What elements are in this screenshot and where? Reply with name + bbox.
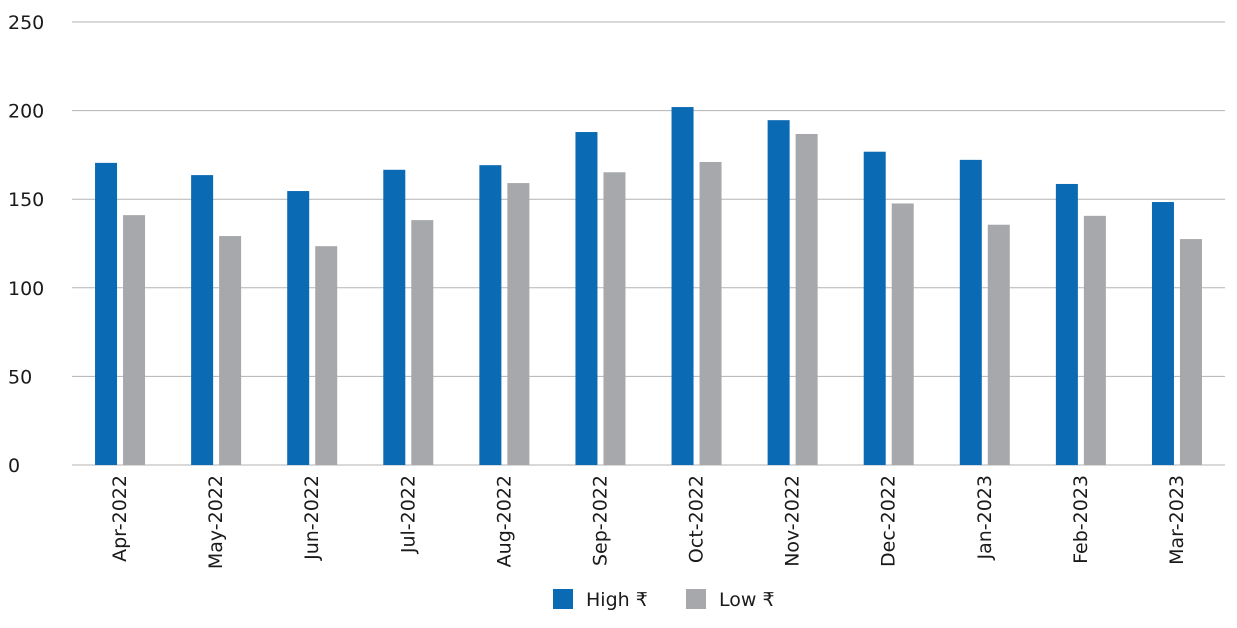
bar-high: [383, 169, 406, 466]
bar-high: [479, 165, 502, 465]
x-tick-label: May-2022: [205, 475, 227, 569]
bar-low: [1083, 215, 1106, 465]
bar-high: [191, 175, 214, 465]
y-tick-label: 150: [8, 189, 44, 211]
bars: [95, 107, 1202, 466]
bar-low: [987, 224, 1010, 465]
bar-low: [507, 183, 530, 465]
y-tick-label: 50: [8, 366, 32, 388]
bar-low: [699, 161, 722, 465]
y-tick-label: 200: [8, 101, 44, 123]
legend-label-high: High ₹: [586, 589, 648, 611]
bar-high: [959, 159, 982, 465]
legend-swatch-low: [686, 589, 706, 609]
y-axis-ticks: 0 50 100 150 200 250: [8, 12, 44, 477]
bar-low: [891, 203, 914, 465]
bar-high: [767, 120, 790, 466]
bar-high: [287, 191, 310, 465]
y-tick-label: 100: [8, 278, 44, 300]
x-tick-label: Feb-2023: [1070, 475, 1092, 564]
x-tick-label: Jun-2022: [301, 475, 323, 561]
bar-high: [575, 132, 598, 465]
x-tick-label: Sep-2022: [589, 475, 611, 566]
bar-high: [1151, 202, 1174, 465]
bar-high: [95, 162, 118, 465]
bar-low: [219, 236, 242, 465]
y-tick-label: 0: [8, 455, 20, 477]
legend-label-low: Low ₹: [719, 589, 775, 611]
bar-low: [315, 246, 338, 465]
x-tick-label: Aug-2022: [493, 475, 515, 567]
y-tick-label: 250: [8, 12, 44, 34]
x-tick-label: Nov-2022: [782, 475, 804, 567]
x-tick-label: Jan-2023: [974, 475, 996, 561]
x-axis-ticks: Apr-2022 May-2022 Jun-2022 Jul-2022 Aug-2022…: [109, 475, 1188, 569]
bar-low: [795, 133, 818, 465]
x-tick-label: Apr-2022: [109, 475, 131, 562]
x-tick-label: Dec-2022: [878, 475, 900, 567]
bar-low: [603, 172, 626, 465]
x-tick-label: Mar-2023: [1166, 475, 1188, 565]
bar-low: [411, 220, 434, 465]
legend: High ₹ Low ₹: [553, 589, 775, 611]
legend-swatch-high: [553, 589, 573, 609]
x-tick-label: Oct-2022: [686, 475, 708, 563]
bar-high: [1055, 183, 1078, 465]
bar-high: [863, 151, 886, 466]
bar-low: [1179, 239, 1202, 465]
x-tick-label: Jul-2022: [397, 475, 419, 554]
bar-high: [671, 107, 694, 465]
gridlines: [72, 21, 1225, 466]
bar-low: [123, 215, 146, 465]
